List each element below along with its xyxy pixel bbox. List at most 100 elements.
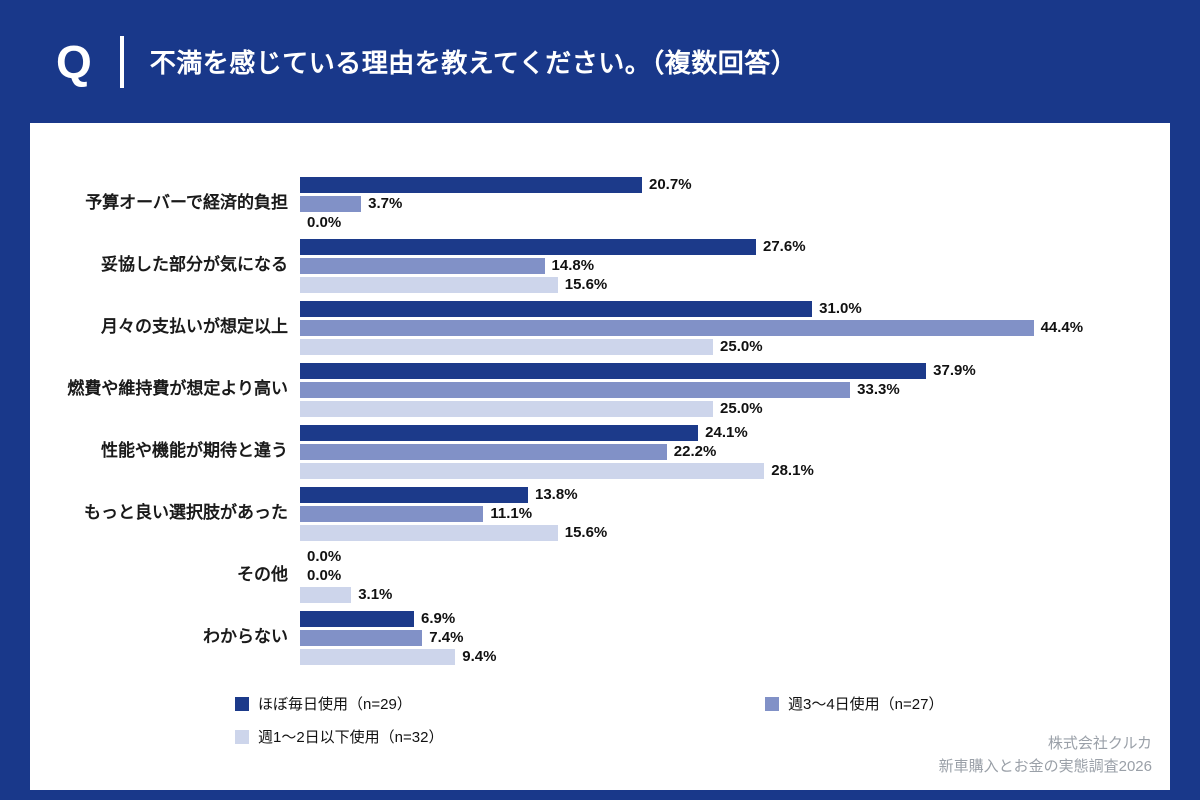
bar-track: 0.0% — [300, 567, 1060, 584]
bar-value-label: 13.8% — [535, 486, 578, 503]
source-credit: 株式会社クルカ 新車購入とお金の実態調査2026 — [939, 732, 1152, 779]
bar-line: 24.1% — [300, 423, 1150, 442]
bar-value-label: 25.0% — [720, 400, 763, 417]
category-label: 予算オーバーで経済的負担 — [85, 193, 288, 213]
category-bars: 24.1% 22.2% 28.1% — [300, 423, 1150, 480]
legend-swatch-icon — [235, 696, 249, 711]
bar-value-label: 7.4% — [429, 629, 464, 646]
category-group: わからない 6.9% 7.4% 9.4% — [44, 609, 1150, 666]
category-bars: 37.9% 33.3% 25.0% — [300, 361, 1150, 418]
bar-series-2 — [300, 505, 484, 522]
category-bars: 13.8% 11.1% 15.6% — [300, 485, 1150, 542]
category-group: もっと良い選択肢があった 13.8% 11.1% 15.6% — [44, 485, 1150, 542]
bar-line: 11.1% — [300, 504, 1150, 523]
bar-value-label: 20.7% — [649, 176, 692, 193]
bar-track: 14.8% — [300, 257, 1060, 274]
bar-value-label: 6.9% — [421, 610, 456, 627]
bar-line: 28.1% — [300, 461, 1150, 480]
bar-series-2 — [300, 195, 362, 212]
legend-label: 週1〜2日以下使用（n=32） — [258, 729, 444, 746]
bar-line: 7.4% — [300, 628, 1150, 647]
category-label: 性能や機能が期待と違う — [101, 441, 288, 461]
category-label: わからない — [203, 627, 288, 647]
bar-track: 11.1% — [300, 505, 1060, 522]
bar-track: 25.0% — [300, 338, 1060, 355]
legend-item-1: ほぼ毎日使用（n=29） — [235, 693, 765, 714]
bar-track: 13.8% — [300, 486, 1060, 503]
bar-line: 33.3% — [300, 380, 1150, 399]
bar-line: 44.4% — [300, 318, 1150, 337]
question-header: Q 不満を感じている理由を教えてください。（複数回答） — [0, 0, 1200, 123]
bar-track: 27.6% — [300, 238, 1060, 255]
header-divider — [119, 35, 124, 88]
legend-swatch-icon — [765, 696, 779, 711]
bar-value-label: 3.7% — [368, 195, 403, 212]
bar-value-label: 28.1% — [771, 462, 814, 479]
bar-line: 9.4% — [300, 647, 1150, 666]
bar-series-1 — [300, 610, 414, 627]
category-label: 妥協した部分が気になる — [101, 255, 288, 275]
bar-value-label: 0.0% — [307, 214, 342, 231]
bar-value-label: 0.0% — [307, 548, 342, 565]
bar-line: 31.0% — [300, 299, 1150, 318]
category-label: 燃費や維持費が想定より高い — [67, 379, 288, 399]
bar-track: 37.9% — [300, 362, 1060, 379]
bar-line: 3.1% — [300, 585, 1150, 604]
bar-line: 20.7% — [300, 175, 1150, 194]
bar-value-label: 31.0% — [819, 300, 862, 317]
bar-series-2 — [300, 443, 667, 460]
bar-series-1 — [300, 486, 528, 503]
category-label: もっと良い選択肢があった — [84, 503, 288, 523]
bar-track: 20.7% — [300, 176, 1060, 193]
category-bars: 20.7% 3.7% 0.0% — [300, 175, 1150, 232]
bar-series-3 — [300, 586, 352, 603]
category-group: 燃費や維持費が想定より高い 37.9% 33.3% 25.0% — [44, 361, 1150, 418]
bar-track: 31.0% — [300, 300, 1060, 317]
bar-value-label: 0.0% — [307, 567, 342, 584]
chart-card: 予算オーバーで経済的負担 20.7% 3.7% 0.0% 妥協した部分が気になる 27.6… — [30, 123, 1170, 790]
bar-line: 22.2% — [300, 442, 1150, 461]
bar-series-2 — [300, 319, 1034, 336]
bar-series-3 — [300, 400, 714, 417]
bar-track: 15.6% — [300, 276, 1060, 293]
category-bars: 6.9% 7.4% 9.4% — [300, 609, 1150, 666]
bar-track: 44.4% — [300, 319, 1083, 336]
bar-value-label: 25.0% — [720, 338, 763, 355]
bar-track: 7.4% — [300, 629, 1060, 646]
bar-line: 0.0% — [300, 566, 1150, 585]
legend-item-3: 週1〜2日以下使用（n=32） — [235, 726, 765, 747]
bar-series-3 — [300, 524, 558, 541]
q-badge: Q — [56, 35, 92, 88]
legend-swatch-icon — [235, 729, 249, 744]
category-group: 妥協した部分が気になる 27.6% 14.8% 15.6% — [44, 237, 1150, 294]
bar-series-1 — [300, 424, 699, 441]
bar-series-1 — [300, 362, 927, 379]
category-label: その他 — [237, 565, 288, 585]
bar-line: 15.6% — [300, 523, 1150, 542]
bar-value-label: 3.1% — [358, 586, 393, 603]
bar-line: 13.8% — [300, 485, 1150, 504]
bar-line: 0.0% — [300, 213, 1150, 232]
chart-legend: ほぼ毎日使用（n=29） 週3〜4日使用（n=27） 週1〜2日以下使用（n=32） — [235, 693, 943, 747]
bar-line: 25.0% — [300, 399, 1150, 418]
bar-value-label: 24.1% — [705, 424, 748, 441]
bar-line: 3.7% — [300, 194, 1150, 213]
category-bars: 0.0% 0.0% 3.1% — [300, 547, 1150, 604]
bar-value-label: 44.4% — [1040, 319, 1084, 336]
bar-value-label: 27.6% — [763, 238, 806, 255]
category-bars: 31.0% 44.4% 25.0% — [300, 299, 1150, 356]
bar-line: 14.8% — [300, 256, 1150, 275]
bar-track: 22.2% — [300, 443, 1060, 460]
category-group: 予算オーバーで経済的負担 20.7% 3.7% 0.0% — [44, 175, 1150, 232]
bar-series-3 — [300, 338, 714, 355]
bar-series-1 — [300, 300, 813, 317]
bar-series-2 — [300, 381, 851, 398]
legend-label: ほぼ毎日使用（n=29） — [258, 696, 412, 713]
bar-line: 15.6% — [300, 275, 1150, 294]
company-name: 株式会社クルカ — [1047, 734, 1152, 752]
bar-value-label: 37.9% — [933, 362, 976, 379]
bar-series-3 — [300, 276, 558, 293]
bar-track: 25.0% — [300, 400, 1060, 417]
bar-series-3 — [300, 648, 456, 665]
bar-line: 6.9% — [300, 609, 1150, 628]
